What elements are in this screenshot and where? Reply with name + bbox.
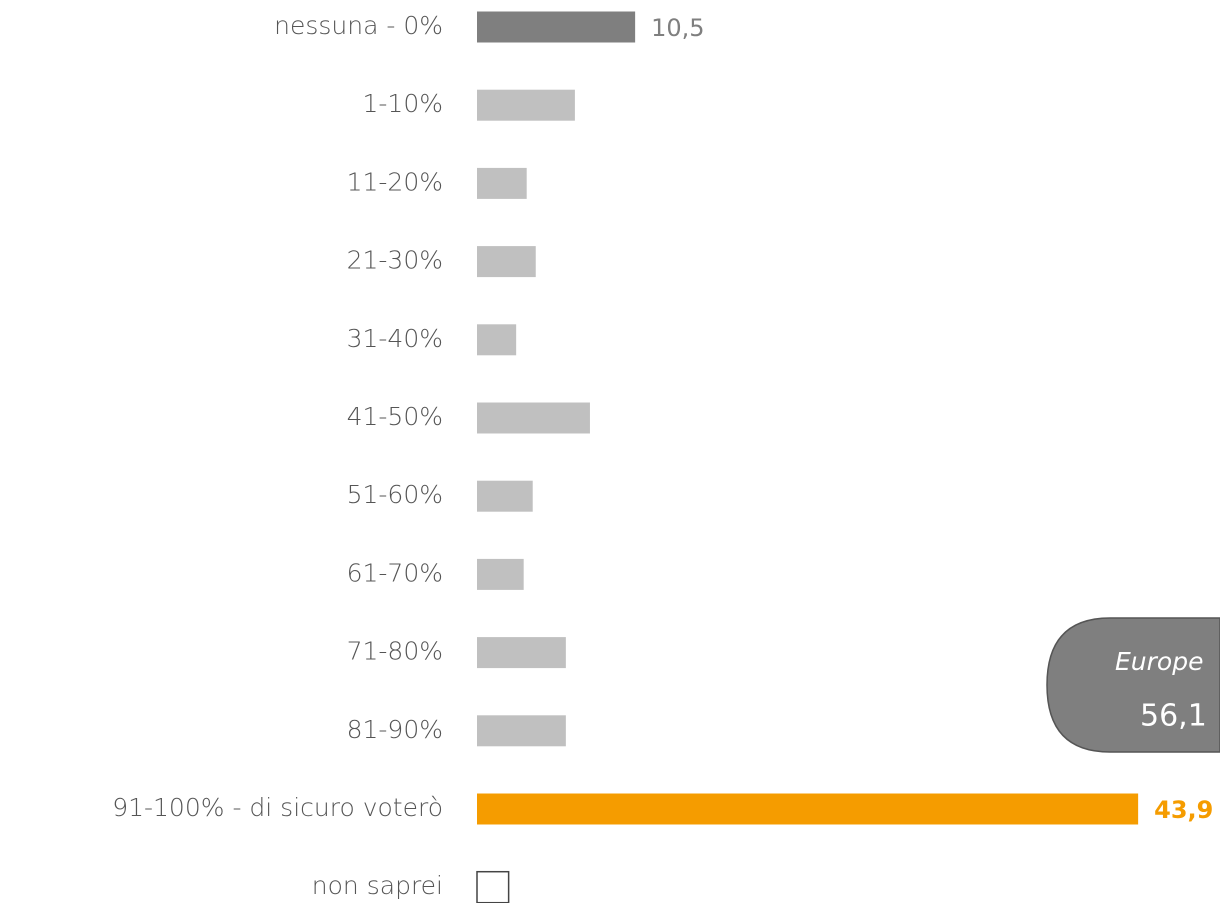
bar bbox=[477, 324, 517, 356]
category-label: 71-80% bbox=[347, 637, 443, 666]
bar bbox=[477, 167, 527, 199]
category-label: 81-90% bbox=[347, 715, 443, 744]
category-label: 11-20% bbox=[347, 167, 443, 196]
bar bbox=[477, 793, 1139, 825]
category-label: 51-60% bbox=[347, 480, 443, 509]
bar bbox=[477, 89, 575, 121]
value-label: 43,9 bbox=[1154, 796, 1213, 824]
category-label: 1-10% bbox=[363, 89, 444, 118]
bar bbox=[477, 558, 524, 590]
bar bbox=[477, 715, 566, 747]
bar bbox=[477, 246, 536, 278]
category-label: 31-40% bbox=[347, 324, 443, 353]
bar bbox=[477, 11, 636, 43]
category-label: non saprei bbox=[312, 871, 443, 900]
bar bbox=[477, 402, 590, 434]
annotation: Europe bbox=[1115, 647, 1203, 676]
category-label: 61-70% bbox=[347, 558, 443, 587]
annotation-bubble bbox=[1046, 617, 1220, 753]
bar bbox=[477, 480, 533, 512]
annotation: 56,1 bbox=[1140, 699, 1207, 734]
category-label: nessuna - 0% bbox=[274, 11, 443, 40]
bar bbox=[476, 870, 510, 903]
value-label: 10,5 bbox=[651, 14, 704, 42]
category-label: 91-100% - di sicuro voterò bbox=[112, 793, 443, 822]
category-label: 41-50% bbox=[347, 402, 443, 431]
bar bbox=[477, 637, 566, 669]
category-label: 21-30% bbox=[347, 246, 443, 275]
